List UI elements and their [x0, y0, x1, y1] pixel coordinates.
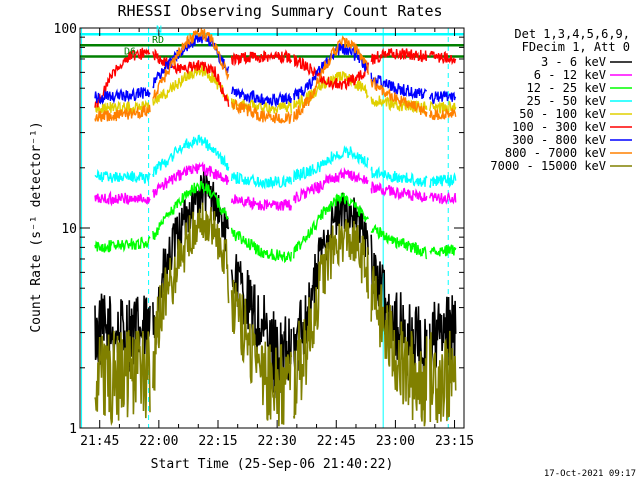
legend: Det 1,3,4,5,6,9,FDecim 1, Att 03 - 6 keV…	[490, 27, 632, 173]
series-100-300-kev	[94, 47, 457, 108]
legend-label-0: 3 - 6 keV	[541, 55, 606, 69]
y-tick-label-2: 100	[54, 22, 77, 37]
series-7000-15000-kev	[94, 202, 457, 427]
flag-label-d6: D6	[124, 47, 136, 58]
x-tick-label-1: 22:00	[139, 434, 178, 449]
x-tick-label-3: 22:30	[258, 434, 297, 449]
series-25-50-kev	[94, 134, 457, 190]
flag-label-rd: RD	[152, 35, 164, 46]
series-12-25-kev	[94, 180, 457, 264]
series-800-7000-kev	[94, 28, 457, 124]
legend-label-6: 300 - 800 keV	[512, 133, 606, 147]
x-tick-label-2: 22:15	[198, 434, 237, 449]
series-6-12-kev	[94, 161, 457, 211]
x-tick-label-6: 23:15	[435, 434, 474, 449]
legend-header-1: FDecim 1, Att 0	[522, 40, 630, 54]
y-axis-ticks: 1 10 100	[54, 22, 464, 437]
legend-header-0: Det 1,3,4,5,6,9,	[514, 27, 630, 41]
legend-label-5: 100 - 300 keV	[512, 120, 606, 134]
y-tick-label-1: 10	[61, 222, 77, 237]
series-lines	[94, 28, 457, 427]
x-tick-label-4: 22:45	[317, 434, 356, 449]
x-tick-label-0: 21:45	[80, 434, 119, 449]
legend-label-1: 6 - 12 keV	[534, 68, 606, 82]
legend-label-2: 12 - 25 keV	[527, 81, 606, 95]
y-axis-label: Count Rate (s⁻¹ detector⁻¹)	[29, 121, 44, 332]
chart-title: RHESSI Observing Summary Count Rates	[117, 2, 442, 20]
x-tick-label-5: 23:00	[376, 434, 415, 449]
flag-labels: NRD D6	[124, 24, 164, 57]
legend-label-7: 800 - 7000 keV	[505, 146, 606, 160]
legend-label-8: 7000 - 15000 keV	[490, 159, 606, 173]
x-axis-ticks: 21:45 22:00 22:15 22:30 22:45 23:00 23:15	[80, 28, 474, 449]
legend-label-3: 25 - 50 keV	[527, 94, 606, 108]
series-50-100-kev	[94, 64, 457, 116]
y-tick-label-0: 1	[69, 422, 77, 437]
flag-label-n: N	[156, 24, 162, 35]
render-timestamp: 17-Oct-2021 09:17	[544, 469, 636, 479]
legend-label-4: 50 - 100 keV	[519, 107, 606, 121]
x-axis-label: Start Time (25-Sep-06 21:40:22)	[151, 457, 394, 472]
